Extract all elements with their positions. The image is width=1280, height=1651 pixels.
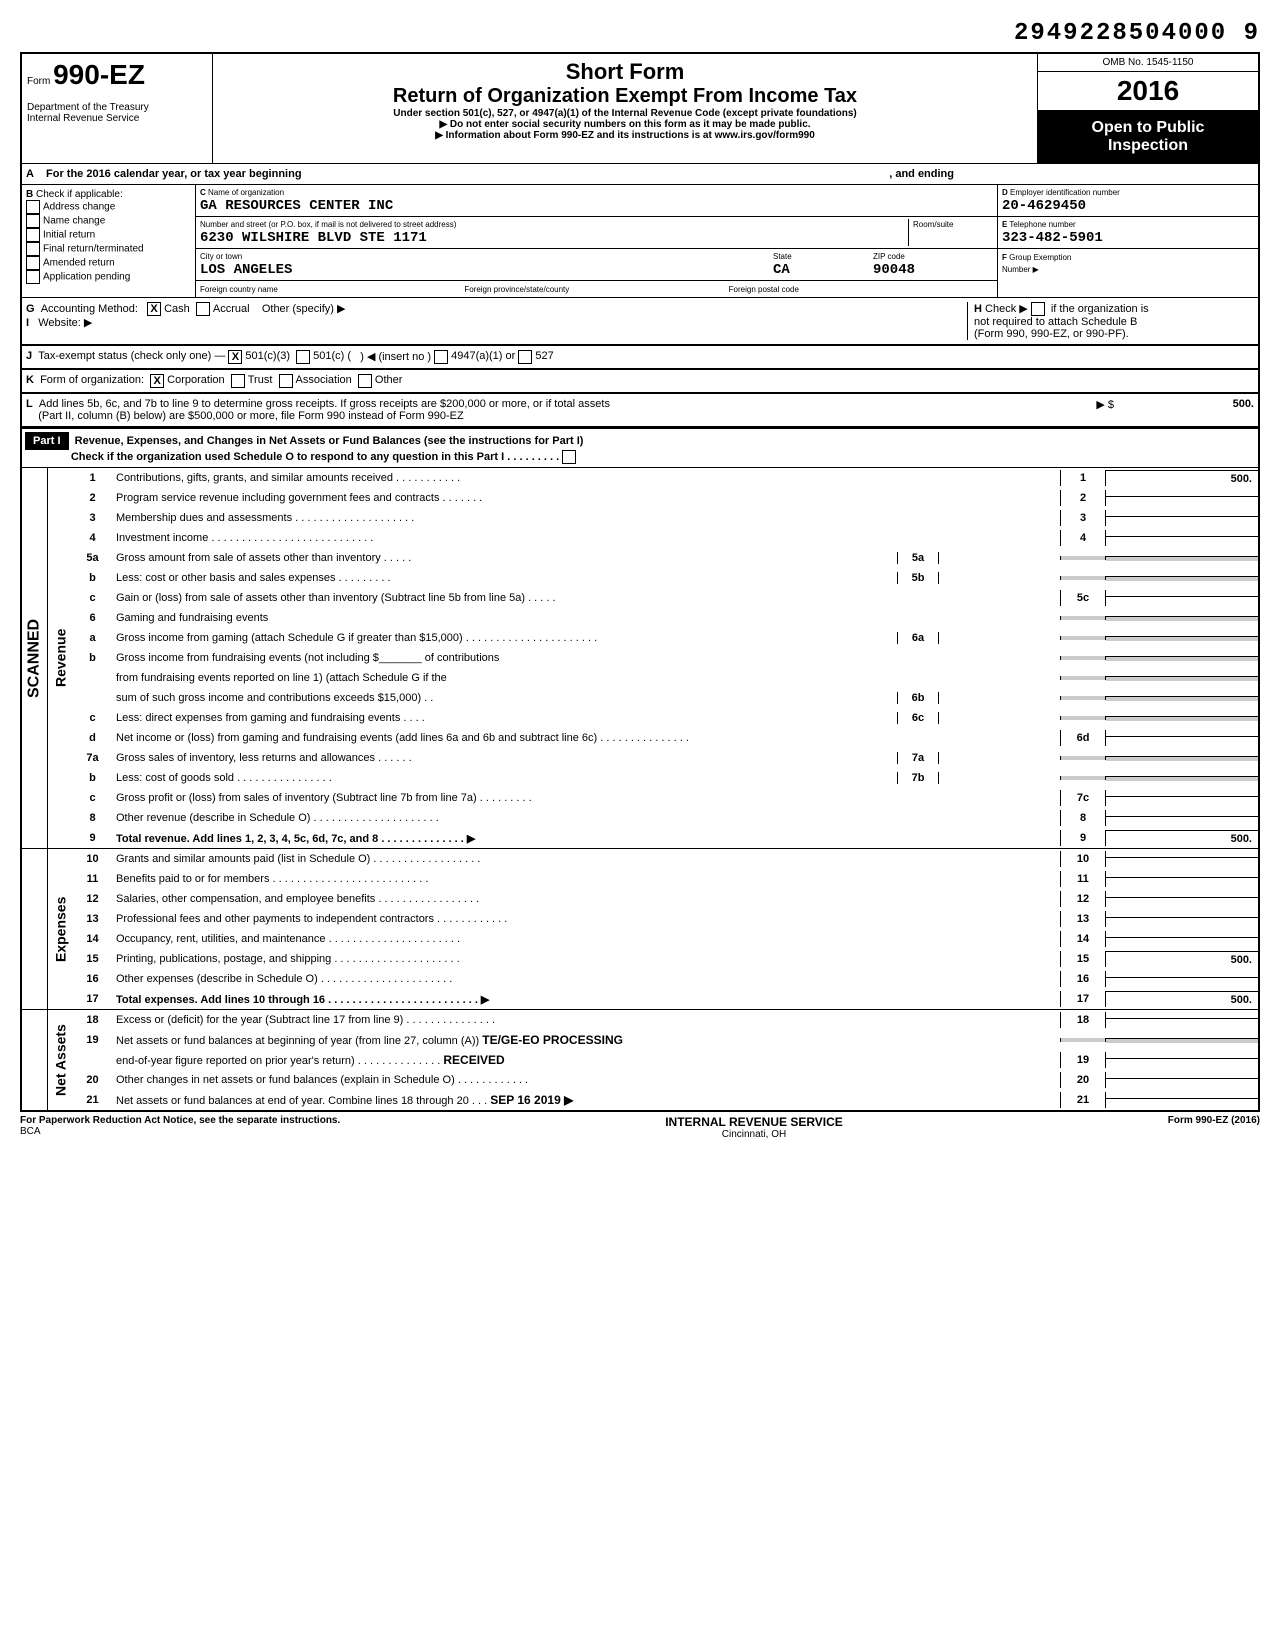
gross-receipts: 500. (1114, 398, 1254, 422)
form-label: Form (27, 76, 53, 87)
footer: For Paperwork Reduction Act Notice, see … (20, 1112, 1260, 1140)
date-stamp: SEP 16 2019 ▶ (490, 1093, 573, 1107)
revenue-label: Revenue (47, 468, 73, 848)
revenue-section: SCANNED Revenue 1Contributions, gifts, g… (20, 467, 1260, 848)
checkbox-name[interactable] (26, 214, 40, 228)
expenses-label: Expenses (47, 849, 73, 1009)
row-l: L Add lines 5b, 6c, and 7b to line 9 to … (20, 393, 1260, 428)
part1-header: Part I Revenue, Expenses, and Changes in… (20, 428, 1260, 467)
checkbox-corp[interactable]: X (150, 374, 164, 388)
document-number: 2949228504000 9 (20, 20, 1260, 47)
header-row: Form 990-EZ Department of the Treasury I… (20, 52, 1260, 163)
col-c: C Name of organization GA RESOURCES CENT… (196, 185, 998, 297)
form-990ez-page: 2949228504000 9 Form 990-EZ Department o… (20, 20, 1260, 1140)
header-left: Form 990-EZ Department of the Treasury I… (22, 54, 213, 163)
short-form-title: Short Form (218, 59, 1032, 85)
zip: 90048 (873, 262, 915, 278)
checkbox-cash[interactable]: X (147, 302, 161, 316)
dept-label: Department of the Treasury (27, 102, 149, 113)
row-k: K Form of organization: XCorporation Tru… (20, 369, 1260, 393)
city: LOS ANGELES (200, 262, 292, 278)
irs-label: Internal Revenue Service (27, 113, 139, 124)
checkbox-501c3[interactable]: X (228, 350, 242, 364)
processing-stamp: TE/GE-EO PROCESSING (482, 1033, 623, 1047)
line-a: A For the 2016 calendar year, or tax yea… (20, 163, 1260, 185)
checkbox-assoc[interactable] (279, 374, 293, 388)
checkbox-accrual[interactable] (196, 302, 210, 316)
checkbox-trust[interactable] (231, 374, 245, 388)
org-name: GA RESOURCES CENTER INC (200, 198, 393, 214)
subtitle: Under section 501(c), 527, or 4947(a)(1)… (218, 108, 1032, 119)
tax-year: 20201616 (1038, 72, 1258, 111)
scanned-label: SCANNED (22, 468, 47, 848)
label-a: A (26, 168, 46, 180)
checkbox-addr[interactable] (26, 200, 40, 214)
line9-val: 500. (1106, 830, 1258, 847)
city-stamp: Cincinnati, OH (722, 1129, 786, 1140)
omb-number: OMB No. 1545-1150 (1038, 54, 1258, 72)
header-right: OMB No. 1545-1150 20201616 Open to Publi… (1038, 54, 1258, 163)
line15-val: 500. (1106, 951, 1258, 968)
checkbox-initial[interactable] (26, 228, 40, 242)
return-title: Return of Organization Exempt From Incom… (218, 85, 1032, 108)
checkbox-part1[interactable] (562, 450, 576, 464)
netassets-label: Net Assets (47, 1010, 73, 1110)
phone: 323-482-5901 (1002, 230, 1103, 246)
ein: 20-4629450 (1002, 198, 1086, 214)
form-number: 990-EZ (53, 59, 145, 90)
irs-stamp: INTERNAL REVENUE SERVICE (665, 1115, 843, 1129)
line17-val: 500. (1106, 991, 1258, 1008)
row-g-i: G Accounting Method: XCash Accrual Other… (20, 297, 1260, 345)
main-info-block: B Check if applicable: Address change Na… (20, 185, 1260, 297)
info-text: Information about Form 990-EZ and its in… (446, 130, 815, 141)
header-center: Short Form Return of Organization Exempt… (213, 54, 1038, 163)
row-j: J Tax-exempt status (check only one) — X… (20, 345, 1260, 369)
checkbox-other[interactable] (358, 374, 372, 388)
netassets-section: Net Assets 18Excess or (deficit) for the… (20, 1009, 1260, 1112)
checkbox-app[interactable] (26, 270, 40, 284)
street: 6230 WILSHIRE BLVD STE 1171 (200, 230, 427, 246)
warn-text: Do not enter social security numbers on … (450, 119, 811, 130)
col-d: D Employer identification number 20-4629… (998, 185, 1258, 297)
state: CA (773, 262, 790, 278)
line1-val: 500. (1106, 470, 1258, 487)
checkbox-501c[interactable] (296, 350, 310, 364)
col-b: B Check if applicable: Address change Na… (22, 185, 196, 297)
open-public: Open to Public Inspection (1038, 111, 1258, 163)
received-stamp: RECEIVED (443, 1053, 504, 1067)
checkbox-amended[interactable] (26, 256, 40, 270)
checkbox-4947[interactable] (434, 350, 448, 364)
form-footer: Form 990-EZ (2016) (1168, 1115, 1260, 1140)
checkbox-527[interactable] (518, 350, 532, 364)
checkbox-final[interactable] (26, 242, 40, 256)
checkbox-h[interactable] (1031, 302, 1045, 316)
expenses-section: Expenses 10Grants and similar amounts pa… (20, 848, 1260, 1009)
